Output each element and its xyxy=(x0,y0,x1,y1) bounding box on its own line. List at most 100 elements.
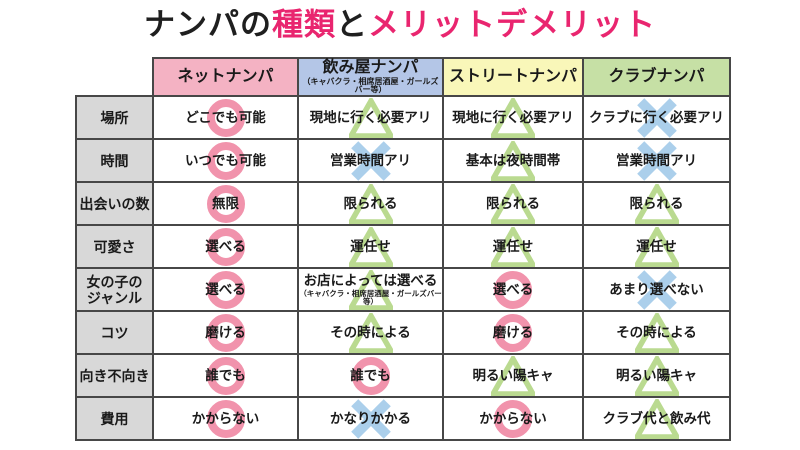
cell-text: 現地に行く必要アリ xyxy=(452,109,574,125)
triangle-icon xyxy=(348,97,393,138)
table-cell: かからない xyxy=(442,396,584,442)
cell-text: 選べる xyxy=(205,281,246,297)
table-cell: 限られる xyxy=(442,181,584,227)
cell-text: その時による xyxy=(330,324,411,340)
title-segment-dark: と xyxy=(336,7,368,42)
table-cell: いつでも可能 xyxy=(152,138,299,184)
table-row: コツ 磨ける その時による 磨ける その時による xyxy=(75,310,731,356)
circle-icon xyxy=(206,313,245,352)
triangle-icon xyxy=(491,140,535,181)
row-header: コツ xyxy=(75,310,154,356)
triangle-icon xyxy=(348,226,393,267)
table-cell: クラブに行く必要アリ xyxy=(582,95,731,141)
triangle-icon xyxy=(491,226,535,267)
triangle-icon xyxy=(634,226,679,267)
circle-icon xyxy=(206,270,245,309)
row-header: 時間 xyxy=(75,138,154,184)
cell-text: 無限 xyxy=(212,195,239,211)
cell-text: 限られる xyxy=(343,195,398,211)
cell-text: 選べる xyxy=(492,281,534,297)
table-cell: 選べる xyxy=(152,267,299,313)
table-cell: 無限 xyxy=(152,181,299,227)
header-row: ネットナンパ 飲み屋ナンパ （キャバクラ・相席居酒屋・ガールズバー等） ストリートナン… xyxy=(76,56,731,98)
cell-text: 運任せ xyxy=(350,238,391,254)
table-cell: 選べる xyxy=(152,224,299,270)
cell-text: かなりかかる xyxy=(330,410,411,426)
table-cell: 運任せ xyxy=(582,224,731,270)
cell-text: お店によっては選べる （キャバクラ・相席居酒屋・ガールズバー等） xyxy=(299,273,442,306)
table-cell: 基本は夜時間帯 xyxy=(442,138,584,184)
row-header: 費用 xyxy=(75,396,154,442)
row-header: 場所 xyxy=(75,95,154,141)
column-header-label: ストリートナンパ xyxy=(448,68,577,86)
table-cell: 現地に行く必要アリ xyxy=(297,95,444,141)
table-cell: 現地に行く必要アリ xyxy=(442,95,584,141)
cell-text: クラブ代と飲み代 xyxy=(602,410,711,426)
table-cell: その時による xyxy=(297,310,444,356)
table-cell: お店によっては選べる （キャバクラ・相席居酒屋・ガールズバー等） xyxy=(297,267,444,313)
table-cell: 限られる xyxy=(582,181,731,227)
table-cell: 運任せ xyxy=(297,224,444,270)
triangle-icon xyxy=(491,183,535,224)
circle-icon xyxy=(206,399,245,438)
table-row: 費用 かからない かなりかかる かからない クラブ代と飲み代 xyxy=(75,396,731,442)
table-cell: かなりかかる xyxy=(297,396,444,442)
table-cell: あまり選べない xyxy=(582,267,731,313)
column-header-1: ネットナンパ xyxy=(152,56,299,98)
triangle-icon xyxy=(634,398,679,439)
cell-text: クラブに行く必要アリ xyxy=(589,109,724,125)
triangle-icon xyxy=(348,312,393,353)
table-cell: 営業時間アリ xyxy=(297,138,444,184)
cell-text: 誰でも xyxy=(350,367,391,383)
cell-text: 営業時間アリ xyxy=(616,152,697,168)
circle-icon xyxy=(494,313,532,352)
table-cell: 営業時間アリ xyxy=(582,138,731,184)
table-cell: どこでも可能 xyxy=(152,95,299,141)
cell-text: その時による xyxy=(616,324,697,340)
cell-text: 営業時間アリ xyxy=(330,152,411,168)
column-header-4: クラブナンパ xyxy=(582,56,731,98)
row-header: 女の子の ジャンル xyxy=(75,267,154,313)
triangle-icon xyxy=(634,183,679,224)
cell-text: 明るい陽キャ xyxy=(472,367,554,383)
cell-text: 明るい陽キャ xyxy=(616,367,697,383)
triangle-icon xyxy=(491,355,535,396)
column-header-subtitle: （キャバクラ・相席居酒屋・ガールズバー等） xyxy=(302,76,439,95)
table-row: 女の子の ジャンル 選べる お店によっては選べる （キャバクラ・相席居酒屋・ガールズバ… xyxy=(75,267,731,313)
title-segment-pink: 種類 xyxy=(272,7,336,42)
table-cell: 誰でも xyxy=(297,353,444,399)
table-row: 場所 どこでも可能 現地に行く必要アリ 現地に行く必要アリ クラブに行く必要アリ xyxy=(75,95,731,141)
cell-text: 運任せ xyxy=(492,238,534,254)
corner-cell xyxy=(76,58,153,97)
table-cell: 磨ける xyxy=(152,310,299,356)
table-row: 可愛さ 選べる 運任せ 運任せ 運任せ xyxy=(75,224,731,270)
table-cell: 限られる xyxy=(297,181,444,227)
cell-text: 運任せ xyxy=(636,238,677,254)
table-cell: かからない xyxy=(152,396,299,442)
table-cell: その時による xyxy=(582,310,731,356)
page-title: ナンパの種類とメリットデメリット xyxy=(0,6,800,43)
cell-text: 現地に行く必要アリ xyxy=(309,109,432,125)
cell-text: どこでも可能 xyxy=(185,109,266,125)
row-header: 出会いの数 xyxy=(75,181,154,227)
cell-text: 誰でも xyxy=(205,367,246,383)
column-header-label: クラブナンパ xyxy=(608,68,705,86)
cell-text: 限られる xyxy=(486,195,540,211)
cell-text: 基本は夜時間帯 xyxy=(465,152,561,168)
cell-text: かからない xyxy=(479,410,547,426)
table-cell: 明るい陽キャ xyxy=(442,353,584,399)
cell-subtitle: （キャバクラ・相席居酒屋・ガールズバー等） xyxy=(299,288,442,306)
cell-text: あまり選べない xyxy=(609,281,704,297)
table-row: 時間 いつでも可能 営業時間アリ 基本は夜時間帯 営業時間アリ xyxy=(75,138,731,184)
circle-icon xyxy=(351,356,390,395)
cell-text: 限られる xyxy=(629,195,684,211)
cell-text: かからない xyxy=(191,410,260,426)
cell-text: 磨ける xyxy=(205,324,246,340)
column-header-label: 飲み屋ナンパ xyxy=(322,59,419,76)
table-cell: 選べる xyxy=(442,267,584,313)
column-header-2: 飲み屋ナンパ （キャバクラ・相席居酒屋・ガールズバー等） xyxy=(297,56,444,98)
cell-text: 選べる xyxy=(205,238,246,254)
triangle-icon xyxy=(634,312,679,353)
circle-icon xyxy=(206,184,245,223)
